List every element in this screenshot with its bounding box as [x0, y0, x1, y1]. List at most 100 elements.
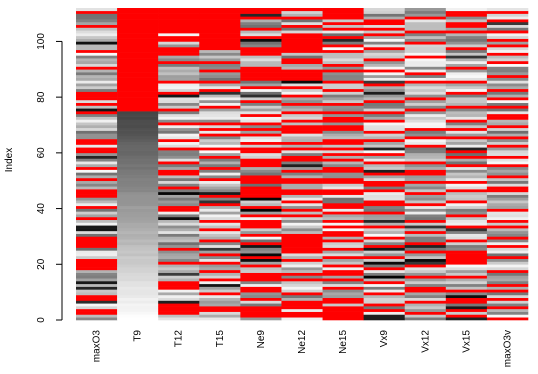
heatmap-cell [199, 216, 241, 221]
heatmap-cell [445, 127, 488, 131]
heatmap-cell [117, 91, 159, 95]
heatmap-cell [199, 253, 241, 257]
heatmap-cell [281, 111, 323, 115]
heatmap-cell [486, 267, 529, 271]
heatmap-cell [322, 24, 364, 28]
heatmap-cell [445, 164, 488, 168]
heatmap-cell [281, 194, 323, 198]
heatmap-cell [404, 152, 447, 156]
heatmap-cell [117, 253, 159, 257]
heatmap-cell [363, 80, 406, 84]
heatmap-cell [322, 8, 364, 12]
heatmap-cell [445, 197, 488, 201]
heatmap-cell [117, 236, 159, 240]
heatmap-cell [322, 166, 364, 170]
heatmap-cell [363, 236, 406, 240]
heatmap-cell [281, 108, 323, 112]
heatmap-cell [486, 13, 529, 17]
heatmap-cell [404, 308, 447, 312]
heatmap-cell [486, 286, 529, 290]
heatmap-cell [322, 74, 364, 78]
heatmap-cell [486, 133, 529, 137]
heatmap-cell [363, 127, 406, 131]
heatmap-cell [363, 253, 406, 257]
heatmap-cell [281, 219, 323, 223]
heatmap-cell [445, 152, 488, 156]
heatmap-cell [404, 116, 447, 120]
heatmap-cell [240, 60, 282, 65]
heatmap-cell [76, 294, 118, 299]
heatmap-cell [240, 94, 282, 98]
heatmap-cell [404, 108, 447, 112]
heatmap-cell [322, 225, 364, 229]
heatmap-cell [322, 261, 364, 265]
heatmap-cell [281, 203, 323, 207]
heatmap-cell [199, 230, 241, 234]
heatmap-cell [158, 261, 200, 265]
heatmap-cell [240, 286, 282, 290]
heatmap-cell [158, 194, 200, 198]
heatmap-cell [281, 41, 323, 45]
heatmap-cell [404, 203, 447, 207]
heatmap-cell [445, 21, 488, 26]
heatmap-cell [322, 91, 364, 95]
heatmap-cell [199, 175, 241, 179]
heatmap-cell [76, 16, 118, 20]
heatmap-cell [363, 66, 406, 70]
heatmap-cell [445, 317, 488, 321]
heatmap-cell [486, 19, 529, 23]
heatmap-cell [240, 52, 282, 56]
heatmap-cell [199, 99, 241, 104]
heatmap-cell [404, 211, 447, 215]
heatmap-cell [486, 24, 529, 28]
heatmap-cell [404, 205, 447, 209]
heatmap-cell [322, 292, 364, 296]
heatmap-cell [76, 152, 118, 156]
heatmap-cell [281, 294, 323, 299]
heatmap-cell [117, 144, 159, 148]
heatmap-cell [322, 247, 364, 251]
heatmap-cell [363, 77, 406, 81]
heatmap-cell [445, 113, 488, 117]
heatmap-cell [199, 144, 241, 148]
heatmap-cell [158, 91, 200, 95]
heatmap-cell [404, 8, 447, 12]
x-tick-label: T12 [174, 330, 185, 348]
heatmap-cell [117, 267, 159, 271]
heatmap-cell [404, 230, 447, 234]
heatmap-cell [445, 158, 488, 162]
heatmap-cell [199, 13, 241, 17]
heatmap-cell [158, 275, 200, 279]
heatmap-cell [117, 233, 159, 237]
heatmap-cell [281, 311, 323, 315]
heatmap-cell [363, 105, 406, 109]
heatmap-cell [240, 297, 282, 301]
heatmap-cell [199, 155, 241, 159]
heatmap-cell [199, 292, 241, 296]
heatmap-cell [322, 294, 364, 299]
heatmap-cell [76, 253, 118, 257]
heatmap-cell [281, 33, 323, 37]
heatmap-cell [76, 219, 118, 223]
heatmap-cell [322, 253, 364, 257]
heatmap-cell [281, 38, 323, 42]
heatmap-cell [240, 222, 282, 226]
x-tick-label: Vx15 [461, 330, 472, 353]
heatmap-cell [404, 80, 447, 84]
heatmap-cell [322, 80, 364, 84]
heatmap-cell [363, 261, 406, 265]
heatmap-cell [322, 175, 364, 179]
heatmap-cell [158, 164, 200, 168]
heatmap-cell [76, 38, 118, 42]
heatmap-cell [117, 175, 159, 179]
heatmap-cell [158, 219, 200, 223]
heatmap-cell [158, 306, 200, 310]
heatmap-cell [158, 58, 200, 62]
heatmap-cell [445, 99, 488, 104]
heatmap-cell [76, 169, 118, 173]
heatmap-cell [158, 122, 200, 126]
heatmap-cell [199, 80, 241, 84]
heatmap-cell [240, 33, 282, 37]
heatmap-cell [486, 203, 529, 207]
heatmap-cell [445, 77, 488, 81]
